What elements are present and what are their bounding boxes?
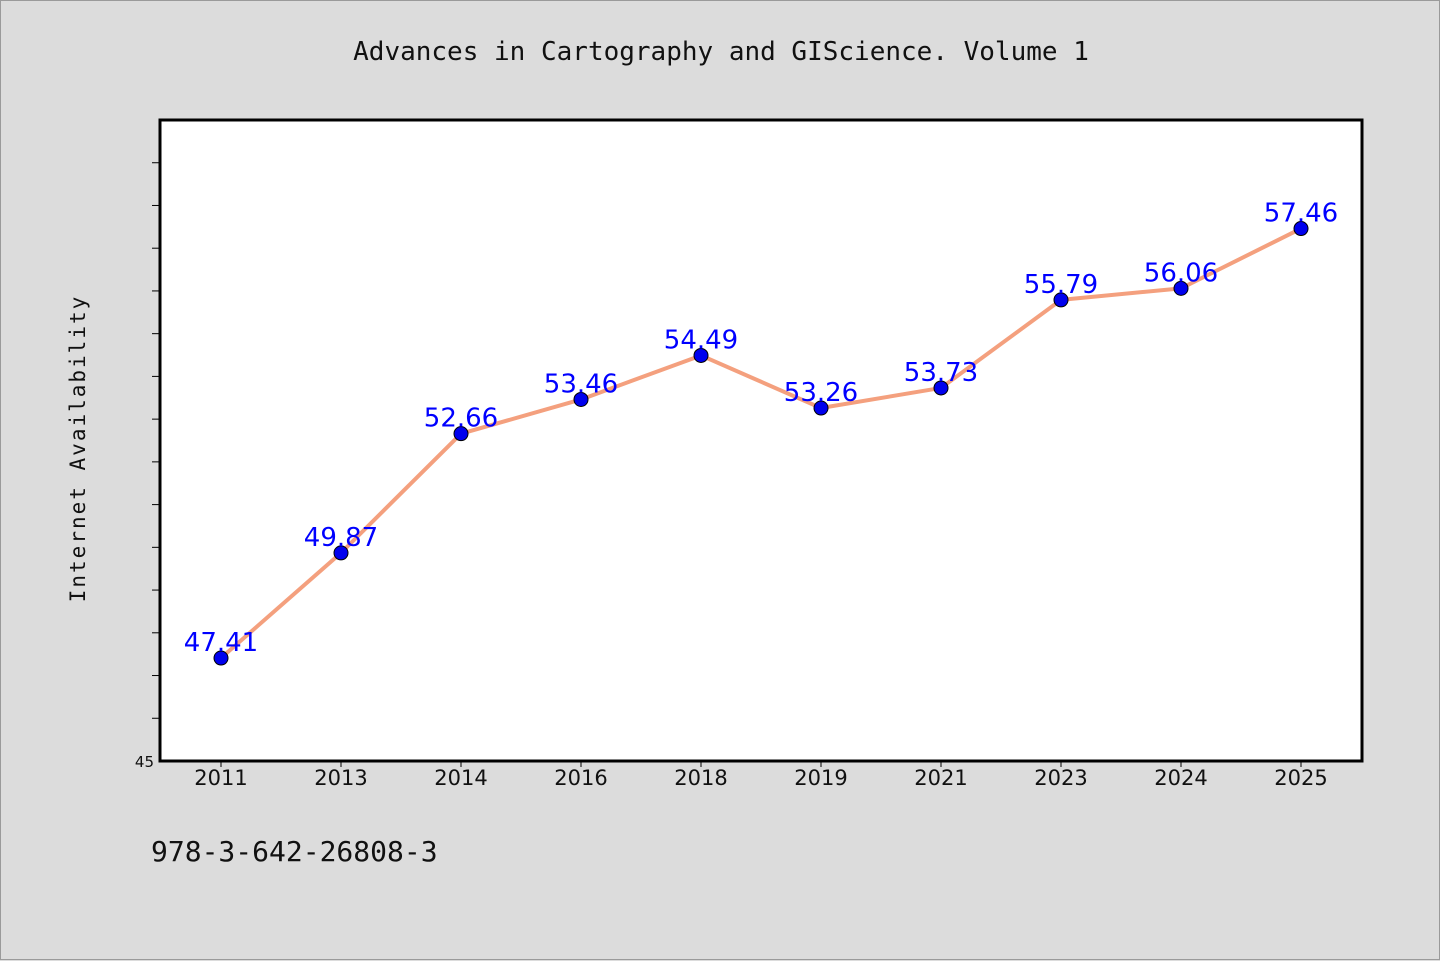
data-label: 57.46 bbox=[1264, 199, 1338, 229]
data-point bbox=[1173, 280, 1189, 296]
y-tick-label: 45 bbox=[135, 753, 154, 771]
data-point bbox=[453, 426, 469, 442]
x-tick-label: 2018 bbox=[674, 766, 727, 790]
x-tick-label: 2021 bbox=[914, 766, 967, 790]
data-point bbox=[213, 650, 229, 666]
chart-title: Advances in Cartography and GIScience. V… bbox=[353, 37, 1089, 67]
data-label: 54.49 bbox=[664, 325, 738, 355]
data-point bbox=[1293, 221, 1309, 237]
data-point bbox=[333, 545, 349, 561]
data-label: 53.73 bbox=[904, 358, 978, 388]
x-tick-label: 2016 bbox=[554, 766, 607, 790]
x-tick-label: 2024 bbox=[1154, 766, 1207, 790]
data-label: 53.26 bbox=[784, 378, 858, 408]
data-point bbox=[693, 347, 709, 363]
x-tick-label: 2023 bbox=[1034, 766, 1087, 790]
data-point bbox=[1053, 292, 1069, 308]
x-tick-label: 2014 bbox=[434, 766, 487, 790]
data-label: 47.41 bbox=[184, 628, 258, 658]
x-tick-label: 2025 bbox=[1274, 766, 1327, 790]
plot-area bbox=[158, 118, 1364, 763]
data-label: 55.79 bbox=[1024, 270, 1098, 300]
data-label: 52.66 bbox=[424, 404, 498, 434]
data-label: 53.46 bbox=[544, 369, 618, 399]
y-axis-label: Internet Availability bbox=[66, 295, 90, 603]
x-tick-label: 2013 bbox=[314, 766, 367, 790]
x-tick-label: 2011 bbox=[194, 766, 247, 790]
data-point bbox=[933, 380, 949, 396]
isbn-text: 978-3-642-26808-3 bbox=[151, 835, 438, 868]
data-label: 56.06 bbox=[1144, 258, 1218, 288]
x-tick-label: 2019 bbox=[794, 766, 847, 790]
data-label: 49.87 bbox=[304, 523, 378, 553]
data-point bbox=[813, 400, 829, 416]
series-line bbox=[219, 226, 1303, 661]
data-point bbox=[573, 391, 589, 407]
